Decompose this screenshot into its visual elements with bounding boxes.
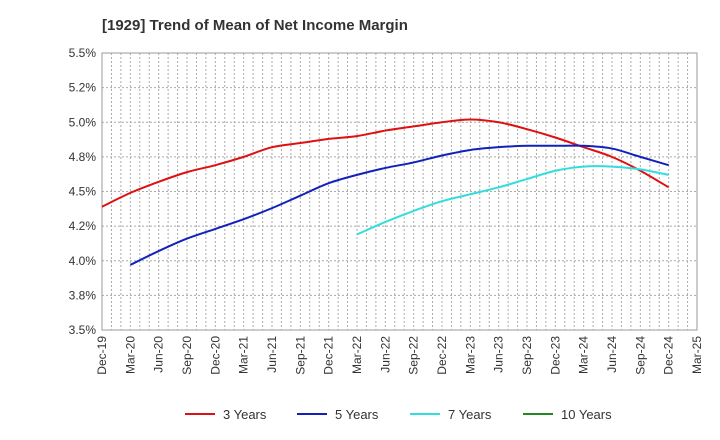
x-tick-label: Dec-24 [662,336,676,375]
x-tick-label: Jun-20 [152,336,166,373]
x-tick-label: Sep-22 [407,336,421,375]
series-line-7-years [356,165,669,236]
y-tick-label: 5.5% [69,46,97,60]
y-tick-label: 4.0% [69,254,97,268]
x-tick-label: Mar-25 [690,336,704,374]
x-tick-label: Mar-23 [463,336,477,374]
y-tick-label: 4.5% [69,185,97,199]
x-tick-label: Mar-24 [577,336,591,374]
x-tick-label: Dec-19 [95,336,109,375]
y-axis: 3.5% 3.8% 4.0% 4.2% 4.5% 4.8% 5.0% 5.2% 5.5% [69,46,97,337]
series-line-5-years [129,144,669,266]
series-line-3-years [101,118,670,208]
x-tick-label: Dec-22 [435,336,449,375]
x-axis: Dec-19 Mar-20 Jun-20 Sep-20 Dec-20 Mar-21 Jun-… [95,336,704,375]
x-tick-label: Jun-21 [265,336,279,373]
x-tick-label: Dec-20 [208,336,222,375]
legend-label: 10 Years [561,407,612,422]
y-tick-label: 4.8% [69,150,97,164]
y-tick-label: 5.2% [69,81,97,95]
y-tick-label: 3.5% [69,323,97,337]
y-tick-label: 5.0% [69,115,97,129]
x-tick-label: Mar-22 [350,336,364,374]
x-tick-label: Sep-20 [180,336,194,375]
x-tick-label: Jun-23 [492,336,506,373]
x-tick-label: Jun-24 [605,336,619,373]
legend: 3 Years 5 Years 7 Years 10 Years [185,407,612,422]
legend-label: 7 Years [448,407,492,422]
y-tick-label: 4.2% [69,219,97,233]
x-tick-label: Sep-21 [293,336,307,375]
grid [102,53,697,330]
series-lines [101,118,670,266]
x-tick-label: Sep-24 [633,336,647,375]
x-tick-label: Mar-21 [237,336,251,374]
chart-title: [1929] Trend of Mean of Net Income Margi… [102,17,408,34]
plot-area [101,52,698,331]
legend-label: 5 Years [335,407,379,422]
y-tick-label: 3.8% [69,288,97,302]
x-tick-label: Dec-23 [548,336,562,375]
x-tick-label: Jun-22 [378,336,392,373]
x-tick-label: Sep-23 [520,336,534,375]
x-tick-label: Mar-20 [123,336,137,374]
x-tick-label: Dec-21 [322,336,336,375]
legend-label: 3 Years [223,407,267,422]
